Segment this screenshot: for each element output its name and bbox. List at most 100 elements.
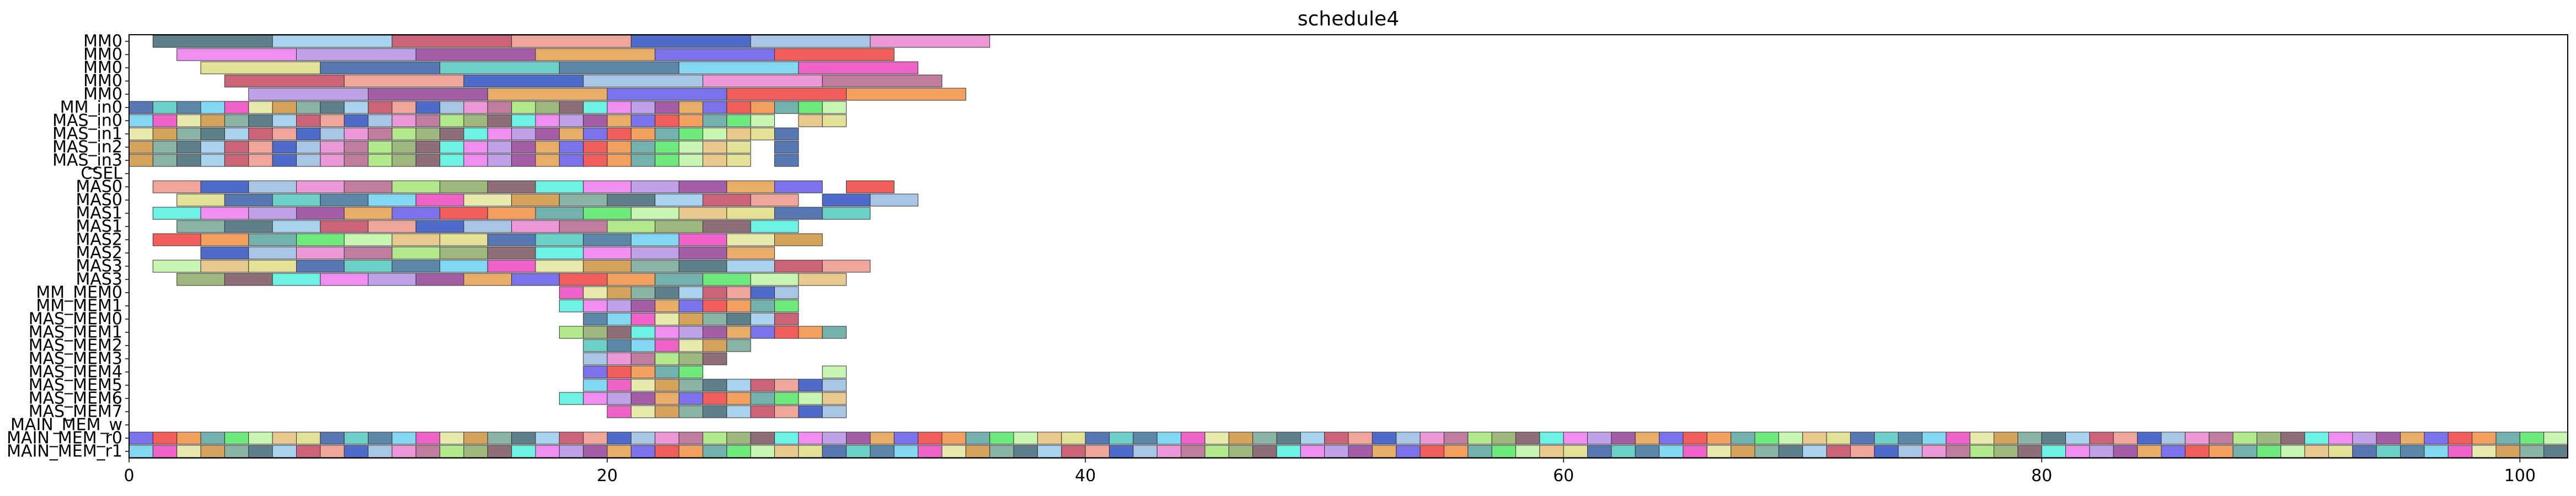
task-bar [607, 154, 631, 167]
x-tick-label: 60 [1553, 466, 1574, 486]
task-bar [989, 445, 1014, 458]
task-bar [296, 48, 416, 61]
task-bar [893, 445, 919, 458]
task-bar [1731, 432, 1755, 445]
task-bar [1826, 432, 1851, 445]
task-bar [344, 101, 369, 114]
task-bar [152, 180, 201, 193]
task-bar [2280, 432, 2305, 445]
task-bar [152, 233, 201, 246]
task-bar [320, 445, 345, 458]
task-bar [511, 101, 536, 114]
task-bar [224, 445, 249, 458]
task-bar [344, 114, 369, 127]
task-bar [440, 445, 464, 458]
task-bar [822, 207, 871, 220]
task-bar [559, 273, 608, 286]
task-bar [2495, 432, 2520, 445]
row-label: MAIN_MEM_r1 [7, 442, 122, 461]
task-bar [511, 127, 536, 141]
task-bar [296, 246, 345, 260]
task-bar [368, 273, 416, 286]
row-label: MM_MEM0 [36, 283, 122, 303]
task-bar [702, 379, 727, 392]
task-bar [152, 114, 178, 127]
task-bar [2543, 432, 2568, 445]
task-bar [655, 220, 703, 233]
x-tick-label: 40 [1075, 466, 1096, 486]
task-bar [1587, 445, 1612, 458]
task-bar [487, 88, 608, 101]
task-bar [535, 141, 560, 154]
task-bar [2017, 445, 2042, 458]
task-bar [535, 233, 584, 246]
task-bar [630, 299, 656, 312]
task-bar [1013, 432, 1038, 445]
task-bar [678, 61, 799, 74]
task-bar [296, 207, 345, 220]
task-bar [726, 114, 751, 127]
row-label: MAS_MEM0 [29, 310, 122, 329]
task-bar [678, 365, 703, 379]
task-bar [272, 220, 321, 233]
task-bar [678, 326, 703, 339]
task-bar [2376, 445, 2401, 458]
task-bar [918, 432, 942, 445]
task-bar [1515, 432, 1540, 445]
task-bar [822, 326, 847, 339]
task-bar [344, 154, 369, 167]
task-bar [415, 127, 441, 141]
task-bar [200, 207, 249, 220]
task-bar [1754, 432, 1779, 445]
task-bar [750, 326, 775, 339]
task-bar [678, 352, 703, 365]
task-bar [248, 114, 273, 127]
task-bar [655, 127, 679, 141]
task-bar [200, 114, 225, 127]
task-bar [2041, 445, 2066, 458]
task-bar [1228, 445, 1254, 458]
task-bar [248, 101, 273, 114]
task-bar [774, 405, 799, 418]
task-bar [846, 180, 895, 193]
task-bar [774, 207, 823, 220]
task-bar [440, 432, 464, 445]
task-bar [630, 114, 656, 127]
task-bar [128, 154, 153, 167]
task-bar [463, 273, 512, 286]
task-bar [1468, 445, 1492, 458]
task-bar [1300, 445, 1325, 458]
task-bar [655, 299, 679, 312]
task-bar [750, 220, 799, 233]
task-bar [1372, 432, 1397, 445]
task-bar [798, 101, 823, 114]
task-bar [774, 299, 799, 312]
task-bar [200, 180, 249, 193]
task-bar [344, 432, 369, 445]
task-bar [798, 432, 823, 445]
task-bar [1156, 432, 1182, 445]
task-bar [774, 326, 799, 339]
task-bar [726, 246, 775, 260]
task-bar [774, 127, 799, 141]
task-bar [822, 74, 942, 88]
task-bar [702, 299, 727, 312]
task-bar [1898, 432, 1922, 445]
task-bar [1635, 432, 1660, 445]
task-bar [272, 114, 297, 127]
task-bar [272, 154, 297, 167]
task-bar [583, 127, 608, 141]
task-bar [726, 405, 751, 418]
task-bar [487, 141, 512, 154]
task-bar [774, 141, 799, 154]
task-bar [392, 246, 441, 260]
task-bar [965, 445, 990, 458]
task-bar [152, 207, 201, 220]
row-label: MAS_MEM6 [29, 389, 122, 408]
task-bar [368, 445, 393, 458]
task-bar [750, 432, 775, 445]
row-label: MAIN_MEM_w [10, 416, 122, 435]
task-bar [344, 260, 393, 273]
task-bar [200, 101, 225, 114]
task-bar [1683, 432, 1707, 445]
